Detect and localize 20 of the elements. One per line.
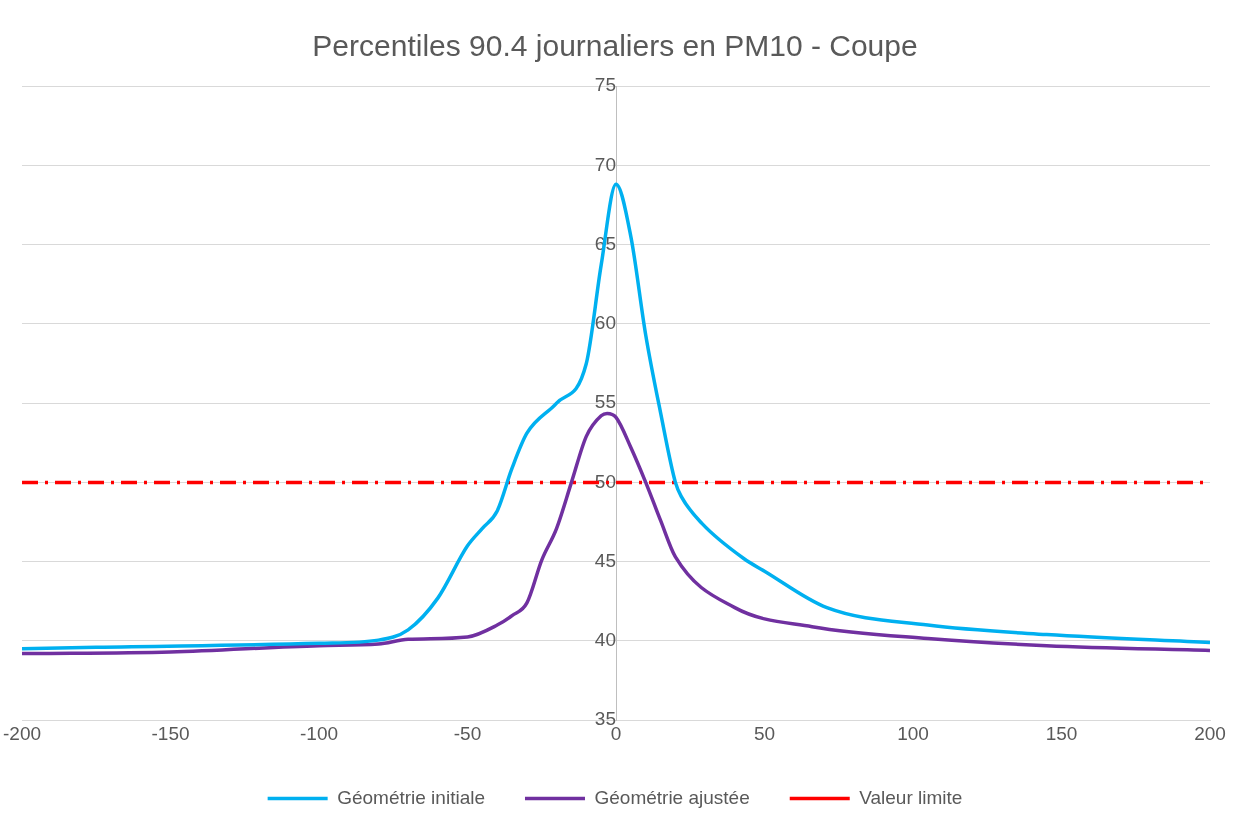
x-tick-label: -200 bbox=[3, 722, 42, 744]
chart-title: Percentiles 90.4 journaliers en PM10 - Coupe bbox=[312, 29, 918, 63]
y-tick-label: 55 bbox=[594, 391, 617, 413]
line-series bbox=[22, 182, 1210, 651]
y-tick-label: 45 bbox=[594, 549, 617, 571]
x-tick-label: 200 bbox=[1194, 722, 1226, 744]
y-tick-label: 70 bbox=[594, 153, 617, 175]
x-tick-label: 150 bbox=[1045, 722, 1078, 744]
x-tick-label: 50 bbox=[753, 722, 776, 744]
x-tick-label: -50 bbox=[453, 722, 482, 744]
line-series bbox=[22, 411, 1210, 656]
legend-label: Géométrie ajustée bbox=[594, 786, 750, 808]
y-tick-label: 60 bbox=[594, 312, 617, 334]
legend-label: Géométrie initiale bbox=[337, 786, 485, 808]
x-tick-label: -150 bbox=[151, 722, 190, 744]
x-tick-label: -100 bbox=[299, 722, 339, 744]
y-tick-label: 75 bbox=[594, 74, 617, 96]
x-tick-label: 100 bbox=[897, 722, 929, 744]
legend-label: Valeur limite bbox=[859, 786, 963, 808]
y-tick-label: 40 bbox=[594, 629, 617, 651]
